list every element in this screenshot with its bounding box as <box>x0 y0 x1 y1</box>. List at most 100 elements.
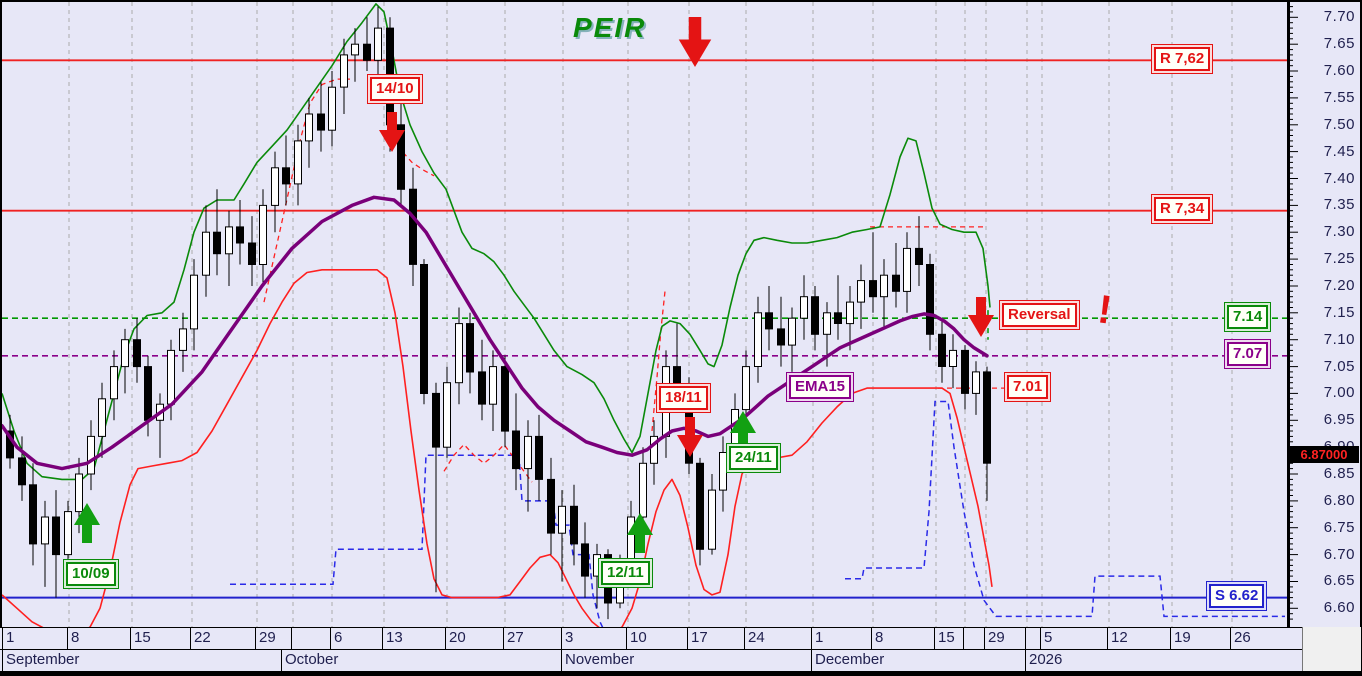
buy-arrow-icon <box>74 503 100 543</box>
x-axis-day-cell: 6 <box>330 628 382 649</box>
x-axis-day-cell: 15 <box>130 628 190 649</box>
y-axis[interactable]: 7.70 7.65 7.60 7.55 7.50 7.45 7.40 7.35 7.30 7.25… <box>1287 2 1360 627</box>
candle-body <box>305 113 313 142</box>
x-axis-day-cell <box>963 628 984 649</box>
candle-body <box>524 435 532 470</box>
y-axis-label: 7.45 <box>1323 143 1355 160</box>
x-axis-day-cell <box>291 628 330 649</box>
level-707-label[interactable]: 7.07 <box>1227 342 1269 366</box>
candle-body <box>317 113 325 131</box>
y-axis-label: 7.20 <box>1323 277 1355 294</box>
candle-body <box>788 317 796 346</box>
candle-body <box>340 54 348 88</box>
level-701-label[interactable]: 7.01 <box>1007 375 1049 399</box>
candle-body <box>121 339 129 368</box>
candle-body <box>397 124 405 190</box>
candle-body <box>98 398 106 437</box>
y-axis-label: 7.55 <box>1323 89 1355 106</box>
x-axis-day-cell: 5 <box>1040 628 1107 649</box>
candle-body <box>248 242 256 265</box>
trend-down-arrow-icon <box>678 17 712 67</box>
signal-1410-label: 14/10 <box>370 77 420 101</box>
x-axis-days[interactable]: 1 8 15 22 29 6 13 20 27 3 10 17 24 1 8 15 29 5 12 19 26 <box>0 627 1302 650</box>
current-price-tag: 6.87000 <box>1289 446 1359 463</box>
x-axis-day-cell: 29 <box>984 628 1025 649</box>
y-axis-label: 7.05 <box>1323 358 1355 375</box>
x-axis-day-cell: 13 <box>382 628 445 649</box>
sell-arrow-icon <box>379 112 405 152</box>
y-axis-label: 6.75 <box>1323 519 1355 536</box>
candle-body <box>167 349 175 405</box>
y-axis-label: 7.25 <box>1323 250 1355 267</box>
y-axis-label: 7.60 <box>1323 62 1355 79</box>
y-axis-label: 7.65 <box>1323 35 1355 52</box>
candle-body <box>64 511 72 556</box>
candle-body <box>110 366 118 400</box>
reversal-down-arrow-icon <box>968 297 994 337</box>
resistance-762-label[interactable]: R 7,62 <box>1154 47 1211 71</box>
sell-arrow-icon <box>677 417 703 457</box>
candle-body <box>455 323 463 384</box>
x-axis-day-cell: 3 <box>561 628 626 649</box>
signal-1211-label: 12/11 <box>601 561 650 585</box>
y-axis-label: 6.95 <box>1323 411 1355 428</box>
candle-body <box>800 296 808 319</box>
x-axis-day-cell: 20 <box>445 628 503 649</box>
upper-channel-line <box>2 3 991 481</box>
candle-body <box>236 226 244 244</box>
red-dashed-line <box>443 443 533 483</box>
candle-body <box>420 264 428 394</box>
y-axis-label: 6.60 <box>1323 599 1355 616</box>
axis-corner <box>1302 627 1361 671</box>
signal-2411-label: 24/11 <box>729 446 778 470</box>
candle-body <box>52 516 60 556</box>
candle-body <box>926 264 934 335</box>
candle-body <box>570 505 578 545</box>
ema15-line <box>2 195 989 471</box>
y-axis-label: 6.85 <box>1323 465 1355 482</box>
x-axis-months[interactable]: September October November December 2026 <box>0 649 1302 672</box>
candle-body <box>466 323 474 373</box>
x-axis-month-cell: 2026 <box>1025 650 1302 671</box>
red-dashed-line <box>651 291 666 432</box>
candle-body <box>363 43 371 61</box>
candle-body <box>133 339 141 368</box>
candle-body <box>811 296 819 335</box>
candle-body <box>443 382 451 448</box>
y-axis-label: 7.50 <box>1323 116 1355 133</box>
candle-body <box>972 371 980 394</box>
x-axis-day-cell: 19 <box>1170 628 1230 649</box>
ema15-label[interactable]: EMA15 <box>789 375 852 399</box>
candle-body <box>558 505 566 534</box>
candle-body <box>765 312 773 330</box>
level-714-label[interactable]: 7.14 <box>1227 305 1269 329</box>
support-662-label[interactable]: S 6.62 <box>1209 584 1265 608</box>
x-axis-day-cell: 17 <box>687 628 744 649</box>
candle-body <box>961 349 969 394</box>
candle-body <box>846 301 854 325</box>
resistance-734-label[interactable]: R 7,34 <box>1154 197 1211 221</box>
x-axis-month-cell: September <box>2 650 281 671</box>
signal-1811-label: 18/11 <box>659 386 708 410</box>
x-axis-day-cell: 24 <box>744 628 811 649</box>
x-axis-month-cell: October <box>281 650 561 671</box>
candle-body <box>983 371 991 464</box>
candle-body <box>282 167 290 185</box>
candle-body <box>512 430 520 470</box>
y-axis-ticks <box>1289 2 1298 627</box>
candle-body <box>501 366 509 432</box>
candle-body <box>294 140 302 185</box>
x-axis-day-cell: 1 <box>811 628 871 649</box>
candle-body <box>374 27 382 61</box>
candle-body <box>18 457 26 486</box>
candle-body <box>547 478 555 534</box>
y-axis-label: 7.30 <box>1323 223 1355 240</box>
candle-body <box>949 349 957 367</box>
candle-body <box>639 462 647 518</box>
y-axis-label: 7.70 <box>1323 8 1355 25</box>
x-axis-day-cell <box>1025 628 1040 649</box>
candle-body <box>834 312 842 324</box>
candle-body <box>593 554 601 577</box>
candle-body <box>478 371 486 405</box>
